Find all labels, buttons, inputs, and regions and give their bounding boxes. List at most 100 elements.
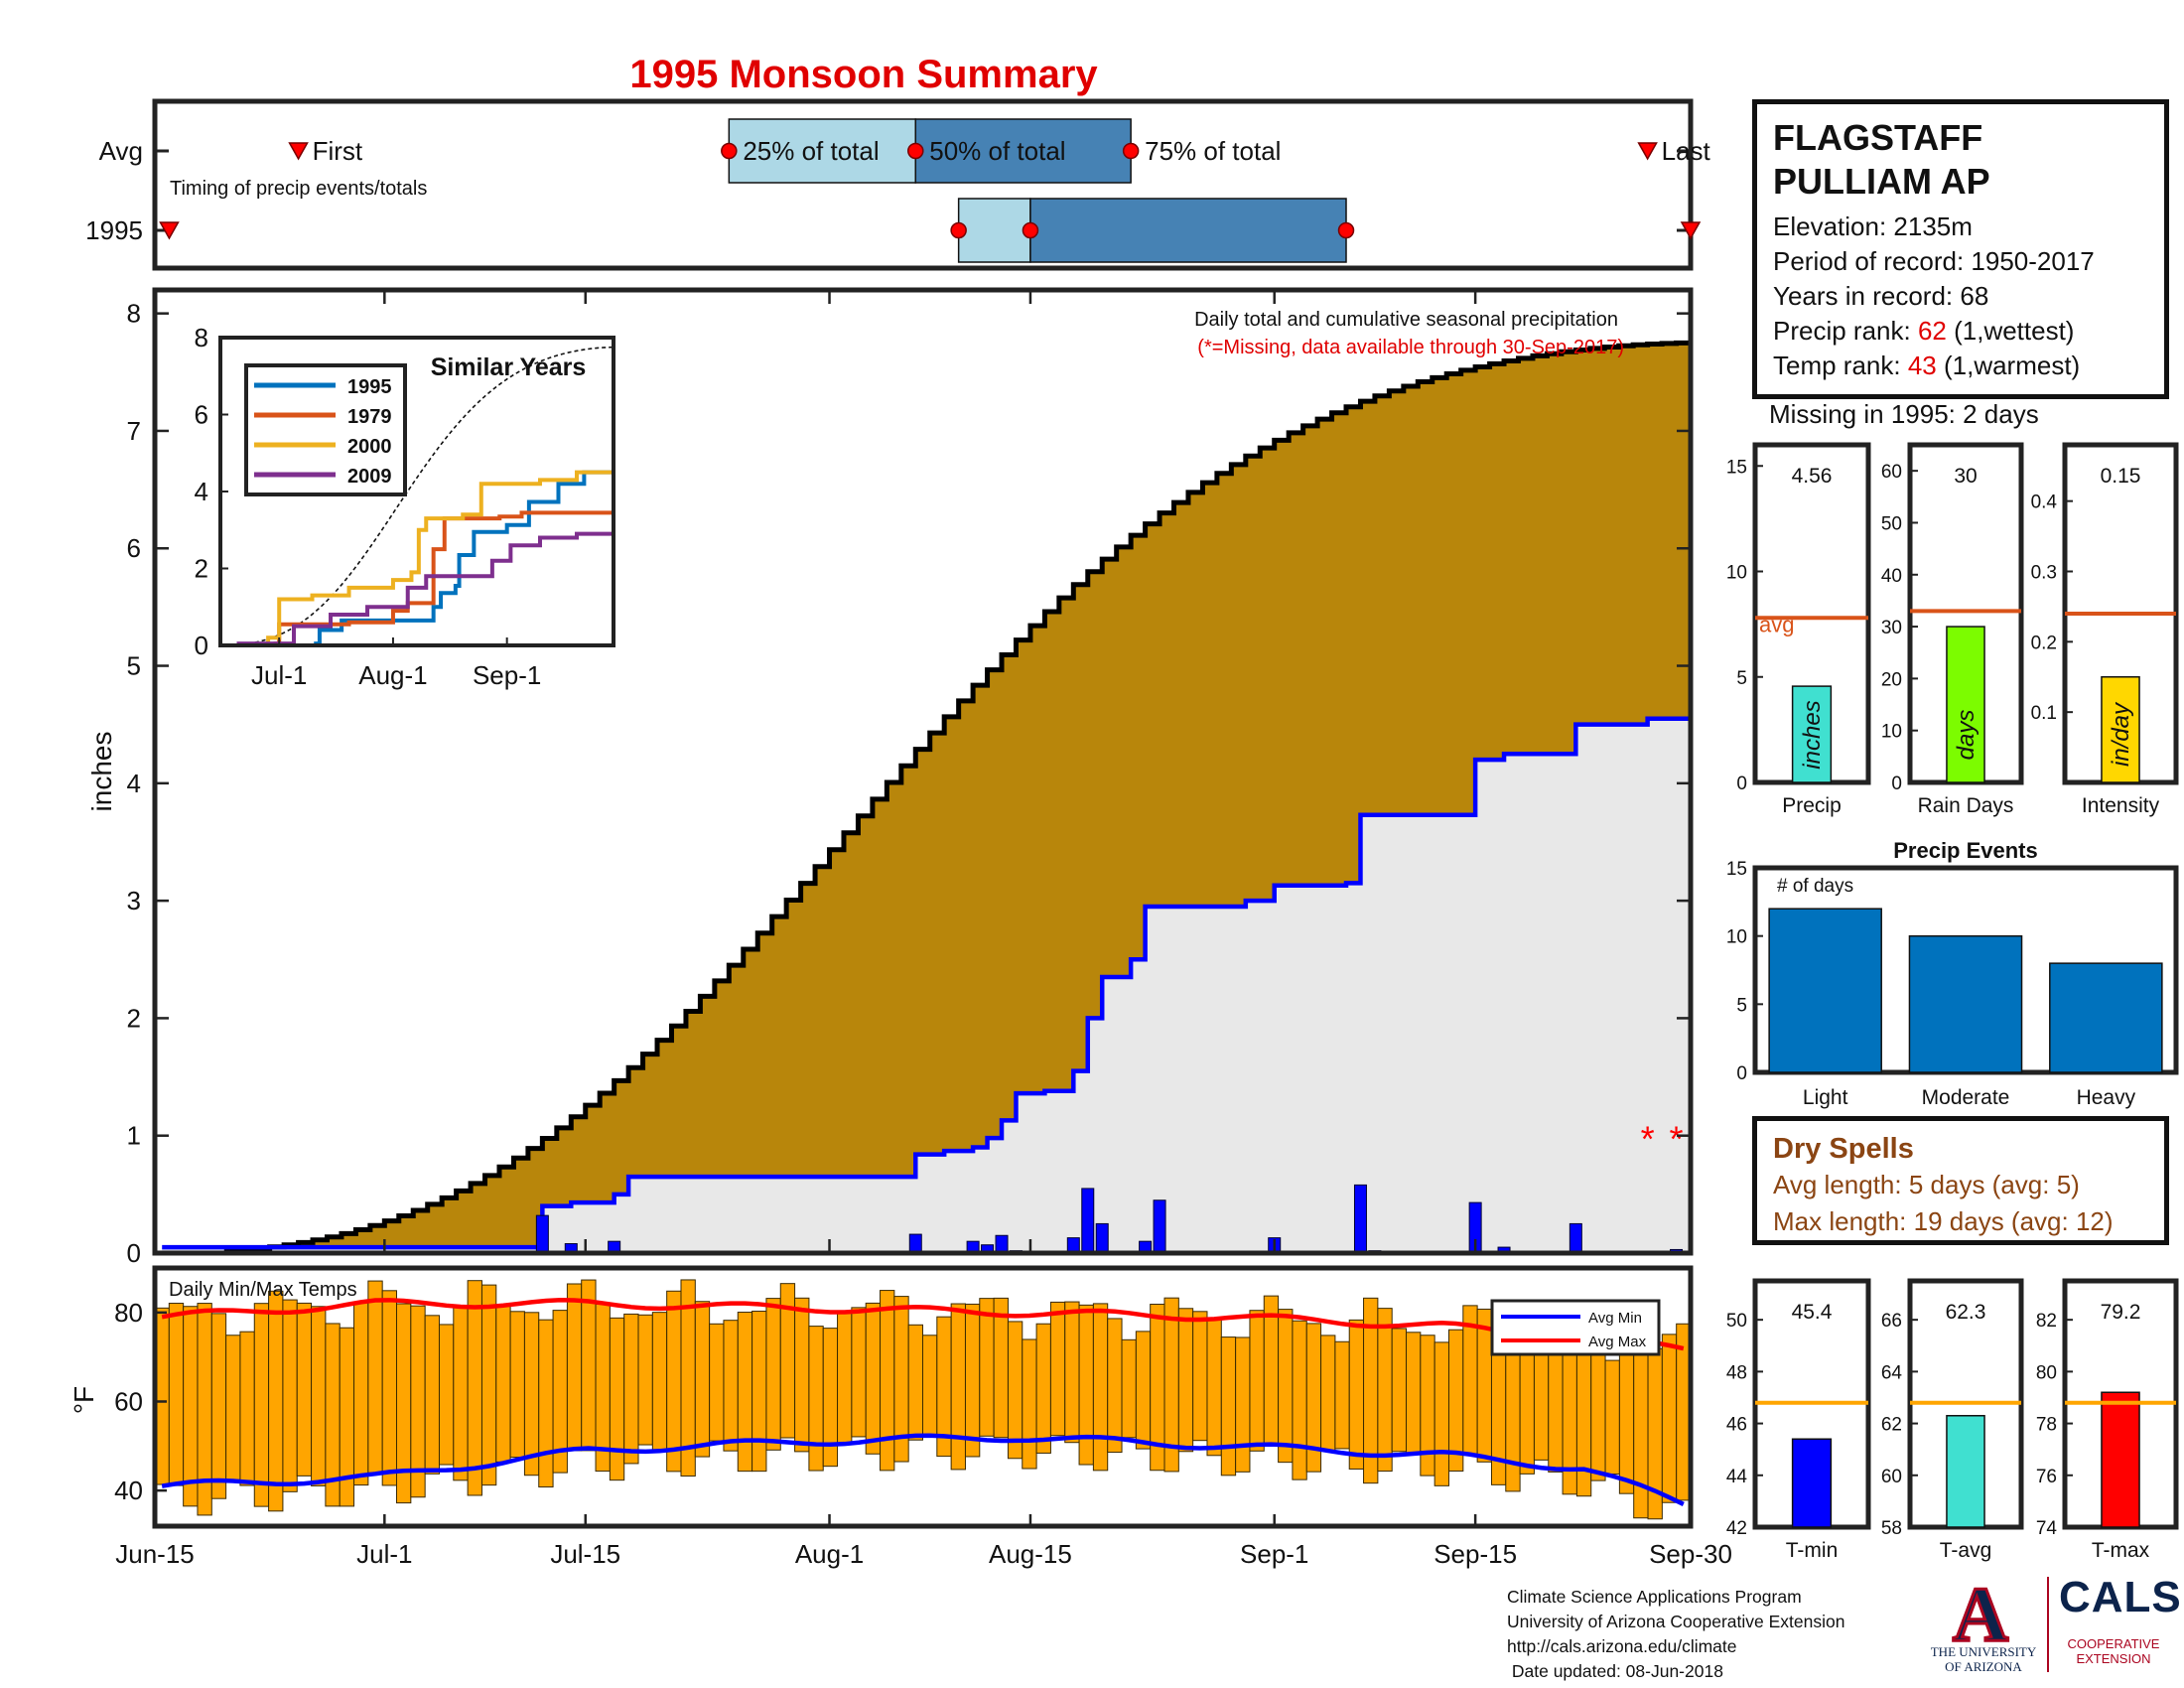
stat-ytick-label: 0 — [1736, 774, 1747, 794]
stat-ytick-label: 44 — [1726, 1467, 1748, 1487]
precip-missing-note: (*=Missing, data available through 30-Se… — [1197, 337, 1624, 358]
precip-stats-panels: avg 4.56 Precip inches 0 5 10 15 30 Rain Days days… — [1726, 442, 2179, 817]
daily-temp-bar — [367, 1280, 383, 1474]
temps-ytick-label: 40 — [114, 1476, 143, 1505]
daily-temp-bar — [1107, 1318, 1123, 1454]
stat-ytick-label: 20 — [1881, 669, 1902, 690]
quartile-marker-q25 — [721, 142, 738, 160]
quartile-marker-q25 — [950, 221, 967, 239]
similar-year-line-2000 — [220, 464, 615, 647]
stat-ytick-label: 74 — [2036, 1518, 2058, 1539]
stat-bar-T-max — [2101, 1391, 2140, 1528]
daily-precip-bar — [995, 1234, 1009, 1254]
station-info-box: FLAGSTAFF PULLIAM AP Elevation: 2135m Pe… — [1752, 99, 2169, 399]
event-bar-Light — [1768, 908, 1882, 1073]
temps-panel: 40 60 80 Jun-15 Jul-1 Jul-15 Aug-1 Aug-15 Sep-1 S… — [68, 1265, 1732, 1569]
daily-precip-bar — [535, 1214, 549, 1254]
quartile-box-lower — [957, 198, 1031, 263]
stat-ytick-label: 58 — [1881, 1518, 1902, 1539]
precip-ytick-label: 8 — [127, 299, 141, 329]
stat-value-Intensity: 0.15 — [2101, 465, 2141, 488]
stat-ytick-label: 62 — [1881, 1415, 1902, 1436]
timing-first-marker — [159, 221, 180, 240]
stat-value-T-min: 45.4 — [1792, 1301, 1833, 1324]
daily-temp-bar — [523, 1312, 540, 1477]
stat-ytick-label: 78 — [2036, 1415, 2057, 1436]
legend-label-2000: 2000 — [347, 436, 392, 458]
stat-bar-Intensity — [2101, 676, 2140, 783]
dry-spells-max: Max length: 19 days (avg: 12) — [1773, 1206, 2114, 1236]
daily-temp-bar — [1406, 1332, 1422, 1455]
events-ytick-label: 5 — [1736, 995, 1747, 1016]
precip-ytick-label: 7 — [127, 416, 141, 446]
daily-temp-bar — [837, 1312, 853, 1446]
stat-label-Intensity: Intensity — [2082, 794, 2160, 817]
inset-title: Similar Years — [431, 353, 587, 381]
precip-rank-value: 62 — [1917, 316, 1947, 346]
temp-rank: Temp rank: 43 (1,warmest) — [1773, 349, 2148, 383]
temps-xtick-label: Jun-15 — [115, 1539, 195, 1569]
dry-spells-avg: Avg length: 5 days (avg: 5) — [1773, 1170, 2080, 1199]
events-ytick-label: 15 — [1726, 859, 1747, 880]
temps-xtick-label: Sep-30 — [1649, 1539, 1732, 1569]
temps-xtick-label: Aug-15 — [989, 1539, 1072, 1569]
daily-temp-bar — [1604, 1359, 1620, 1476]
events-title: Precip Events — [1893, 838, 2038, 863]
inset-ytick-label: 8 — [195, 323, 208, 352]
temps-ytick-label: 80 — [114, 1298, 143, 1328]
chart-title: 1995 Monsoon Summary — [629, 53, 1098, 96]
logo-divider — [2047, 1577, 2049, 1672]
daily-temp-bar — [1433, 1341, 1449, 1486]
timing-q50-label: 50% of total — [929, 136, 1065, 166]
daily-temp-bar — [453, 1306, 469, 1481]
station-period: Period of record: 1950-2017 — [1773, 246, 2095, 276]
daily-temp-bar — [253, 1303, 270, 1507]
timing-last-label: Last — [1662, 136, 1711, 166]
footer-line-1: Climate Science Applications Program — [1507, 1587, 1802, 1607]
inset-ytick-label: 2 — [195, 554, 208, 584]
stat-label-Rain Days: Rain Days — [1918, 794, 2014, 817]
cals-logo: CALS — [2059, 1573, 2182, 1621]
stat-unit-Intensity: in/day — [2108, 701, 2134, 767]
cals-subtitle-line2: EXTENSION — [2076, 1651, 2151, 1666]
daily-temp-bar — [210, 1313, 227, 1499]
daily-temp-bar — [1476, 1308, 1492, 1463]
stat-ytick-label: 64 — [1881, 1362, 1903, 1383]
event-label-Light: Light — [1803, 1086, 1848, 1109]
daily-temp-bar — [1548, 1340, 1564, 1473]
cals-subtitle: COOPERATIVE EXTENSION — [2059, 1636, 2168, 1666]
stat-label-Precip: Precip — [1782, 794, 1842, 817]
stat-ytick-label: 0.2 — [2031, 633, 2057, 653]
temps-legend-frame — [1490, 1299, 1661, 1356]
timing-q75-label: 75% of total — [1145, 136, 1281, 166]
precip-caption: Daily total and cumulative seasonal prec… — [1194, 309, 1618, 331]
quartile-marker-q75 — [1337, 221, 1355, 239]
stat-ytick-label: 10 — [1726, 563, 1747, 584]
daily-temp-bar — [353, 1301, 369, 1486]
similar-year-line-2009 — [220, 529, 615, 647]
events-ytick-label: 10 — [1726, 927, 1747, 948]
precip-ytick-label: 3 — [127, 886, 141, 915]
stat-ytick-label: 10 — [1881, 722, 1902, 743]
event-bar-Moderate — [1908, 934, 2023, 1073]
daily-temp-bar — [964, 1303, 981, 1458]
daily-temp-bar — [1618, 1353, 1635, 1494]
daily-temp-bar — [666, 1290, 682, 1473]
daily-temp-bar — [467, 1280, 482, 1496]
temp-stats-panels: 45.4 T-min 42 44 46 48 50 62.3 T-avg 58 60 62 64 66 79… — [1726, 1278, 2179, 1562]
stat-bar-T-avg — [1946, 1414, 1985, 1528]
quartile-marker-q50 — [907, 142, 924, 160]
precip-events-panel: Light Moderate Heavy 0 5 10 15 Precip Events # o… — [1726, 838, 2179, 1109]
stat-ytick-label: 42 — [1726, 1518, 1747, 1539]
stat-ytick-label: 15 — [1726, 457, 1747, 478]
timing-row-label: Avg — [99, 136, 143, 166]
temps-xtick-label: Sep-1 — [1240, 1539, 1308, 1569]
precip-frame — [152, 287, 1694, 1256]
stat-ytick-label: 50 — [1881, 513, 1902, 534]
daily-temp-bar — [509, 1311, 525, 1459]
stat-ytick-label: 80 — [2036, 1362, 2057, 1383]
cals-subtitle-line1: COOPERATIVE — [2067, 1636, 2160, 1651]
quartile-marker-q75 — [1122, 142, 1140, 160]
daily-temp-bar — [1220, 1336, 1237, 1477]
precip-ytick-label: 6 — [127, 533, 141, 563]
